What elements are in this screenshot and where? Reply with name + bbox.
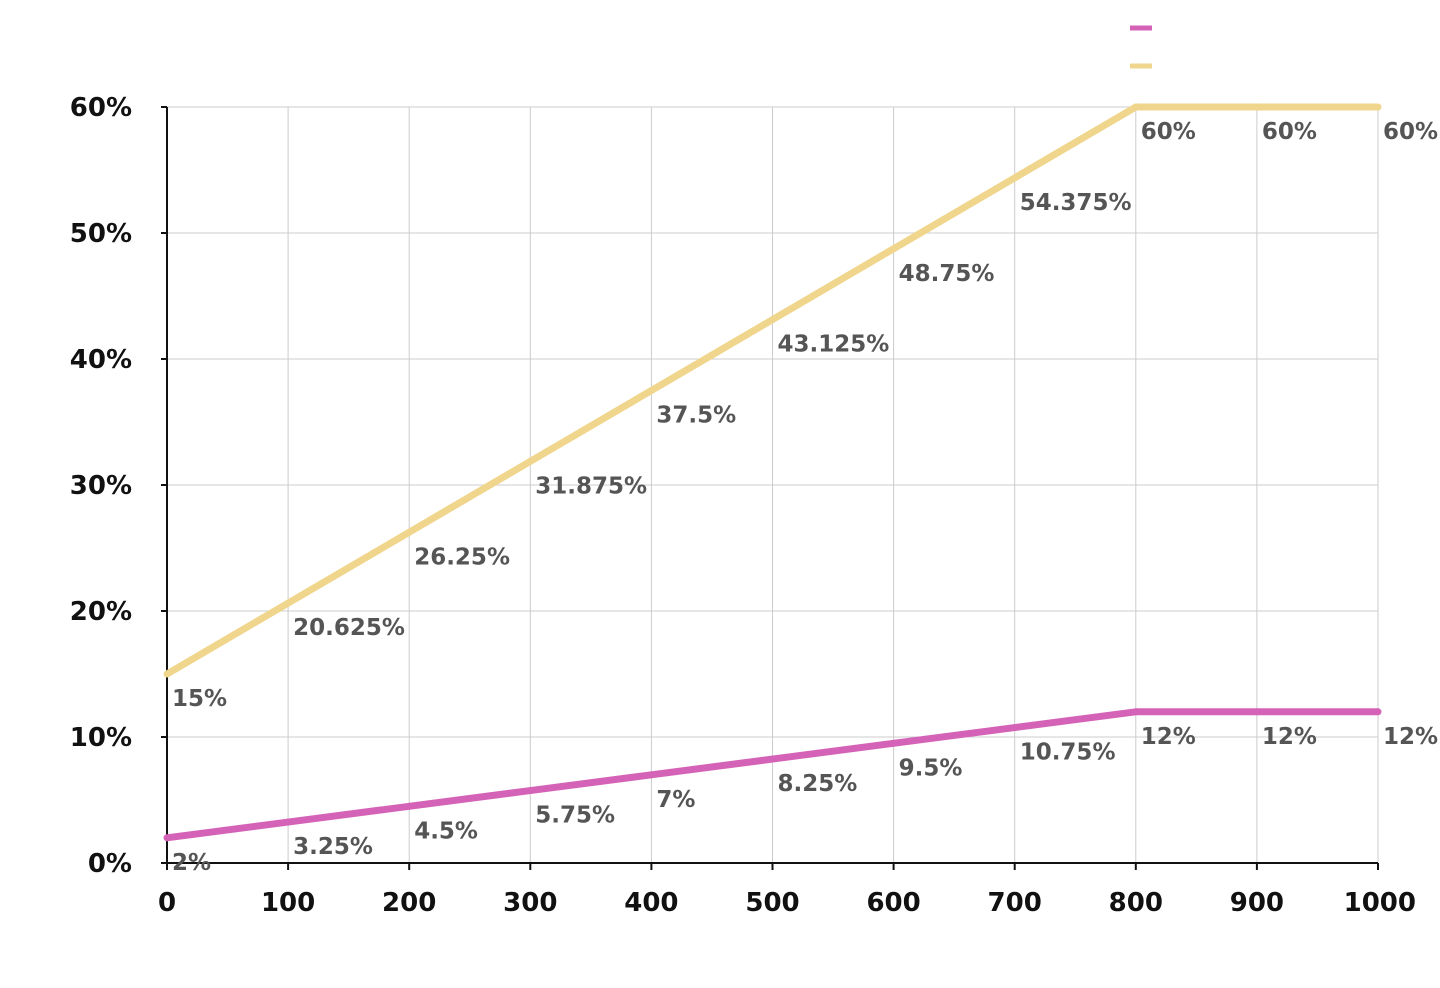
data-label: 26.25% bbox=[414, 544, 510, 570]
data-label: 5.75% bbox=[535, 803, 615, 829]
x-tick-label: 1000 bbox=[1344, 888, 1416, 918]
y-tick-label: 40% bbox=[70, 345, 132, 375]
x-tick-label: 800 bbox=[1109, 888, 1163, 918]
data-label: 12% bbox=[1262, 724, 1317, 750]
axes: 0% 10% 20% 30% 40% 50% 60% 0 100 200 300 400 500 600 7… bbox=[70, 93, 1416, 918]
data-label: 48.75% bbox=[899, 261, 995, 287]
data-label: 43.125% bbox=[778, 332, 890, 358]
data-point bbox=[163, 834, 171, 842]
data-point bbox=[284, 818, 292, 826]
data-label: 60% bbox=[1262, 119, 1317, 145]
data-point bbox=[284, 599, 292, 607]
legend bbox=[1130, 25, 1152, 69]
data-label: 60% bbox=[1141, 119, 1196, 145]
data-label: 37.5% bbox=[656, 403, 736, 429]
data-label: 3.25% bbox=[293, 834, 373, 860]
data-label: 2% bbox=[172, 850, 211, 876]
data-label: 60% bbox=[1383, 119, 1438, 145]
data-point bbox=[647, 387, 655, 394]
data-label: 12% bbox=[1141, 724, 1196, 750]
data-label: 8.25% bbox=[778, 771, 858, 797]
data-point bbox=[1253, 708, 1261, 716]
y-tick-label: 10% bbox=[70, 723, 132, 753]
data-label: 4.5% bbox=[414, 818, 478, 844]
data-point bbox=[1011, 174, 1019, 182]
data-label: 31.875% bbox=[535, 473, 647, 499]
grid bbox=[167, 106, 1379, 863]
data-point bbox=[769, 316, 776, 324]
x-tick-label: 700 bbox=[988, 888, 1042, 918]
data-point bbox=[1374, 103, 1382, 111]
data-label: 7% bbox=[656, 787, 695, 813]
x-tick-label: 900 bbox=[1230, 888, 1284, 918]
x-tick-label: 600 bbox=[866, 888, 920, 918]
data-point bbox=[1253, 103, 1261, 111]
data-point bbox=[163, 670, 171, 678]
data-point bbox=[526, 457, 534, 465]
data-point bbox=[1132, 708, 1140, 716]
data-point bbox=[769, 755, 776, 763]
data-labels: 2% 3.25% 4.5% 5.75% 7% 8.25% 9.5% 10.75% 12% 12% 1… bbox=[172, 119, 1438, 876]
y-tick-label: 20% bbox=[70, 597, 132, 627]
data-point bbox=[1374, 708, 1382, 716]
data-point bbox=[647, 771, 655, 779]
x-tick-label: 200 bbox=[382, 888, 436, 918]
x-tick-label: 100 bbox=[261, 888, 315, 918]
data-label: 12% bbox=[1383, 724, 1438, 750]
y-tick-label: 30% bbox=[70, 471, 132, 501]
data-label: 20.625% bbox=[293, 615, 405, 641]
y-tick-label: 60% bbox=[70, 93, 132, 123]
x-tick-label: 500 bbox=[745, 888, 799, 918]
data-point bbox=[405, 528, 413, 536]
x-tick-label: 400 bbox=[624, 888, 678, 918]
data-label: 15% bbox=[172, 686, 227, 712]
data-point bbox=[405, 802, 413, 810]
data-label: 10.75% bbox=[1020, 740, 1116, 766]
data-point bbox=[890, 739, 898, 747]
data-point bbox=[526, 787, 534, 795]
x-tick-label: 0 bbox=[158, 888, 176, 918]
data-point bbox=[1132, 103, 1140, 111]
data-label: 9.5% bbox=[899, 755, 963, 781]
data-point bbox=[1011, 724, 1019, 732]
x-tick-label: 300 bbox=[503, 888, 557, 918]
y-tick-label: 0% bbox=[88, 849, 132, 879]
data-label: 54.375% bbox=[1020, 190, 1132, 216]
series-lines bbox=[163, 103, 1382, 842]
y-tick-label: 50% bbox=[70, 219, 132, 249]
data-point bbox=[890, 245, 898, 253]
